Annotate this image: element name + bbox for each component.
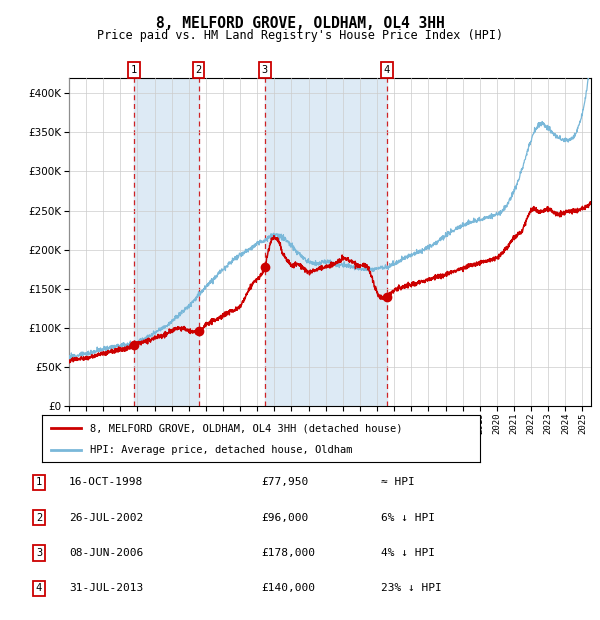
Text: £140,000: £140,000: [261, 583, 315, 593]
Text: £77,950: £77,950: [261, 477, 308, 487]
Text: 2: 2: [36, 513, 42, 523]
Text: 4: 4: [36, 583, 42, 593]
Text: 1: 1: [131, 65, 137, 75]
Text: 1: 1: [36, 477, 42, 487]
Text: 26-JUL-2002: 26-JUL-2002: [69, 513, 143, 523]
Text: 2: 2: [196, 65, 202, 75]
Text: 3: 3: [262, 65, 268, 75]
Text: 4: 4: [384, 65, 390, 75]
Text: 31-JUL-2013: 31-JUL-2013: [69, 583, 143, 593]
Text: 6% ↓ HPI: 6% ↓ HPI: [381, 513, 435, 523]
Text: 8, MELFORD GROVE, OLDHAM, OL4 3HH (detached house): 8, MELFORD GROVE, OLDHAM, OL4 3HH (detac…: [90, 423, 403, 433]
Text: £178,000: £178,000: [261, 548, 315, 558]
Text: Price paid vs. HM Land Registry's House Price Index (HPI): Price paid vs. HM Land Registry's House …: [97, 29, 503, 42]
Bar: [265, 78, 387, 406]
Text: ≈ HPI: ≈ HPI: [381, 477, 415, 487]
Text: HPI: Average price, detached house, Oldham: HPI: Average price, detached house, Oldh…: [90, 445, 353, 455]
Bar: [134, 78, 199, 406]
Text: 16-OCT-1998: 16-OCT-1998: [69, 477, 143, 487]
Text: 23% ↓ HPI: 23% ↓ HPI: [381, 583, 442, 593]
Text: 4% ↓ HPI: 4% ↓ HPI: [381, 548, 435, 558]
Text: 8, MELFORD GROVE, OLDHAM, OL4 3HH: 8, MELFORD GROVE, OLDHAM, OL4 3HH: [155, 16, 445, 30]
Text: 3: 3: [36, 548, 42, 558]
Text: £96,000: £96,000: [261, 513, 308, 523]
Text: 08-JUN-2006: 08-JUN-2006: [69, 548, 143, 558]
